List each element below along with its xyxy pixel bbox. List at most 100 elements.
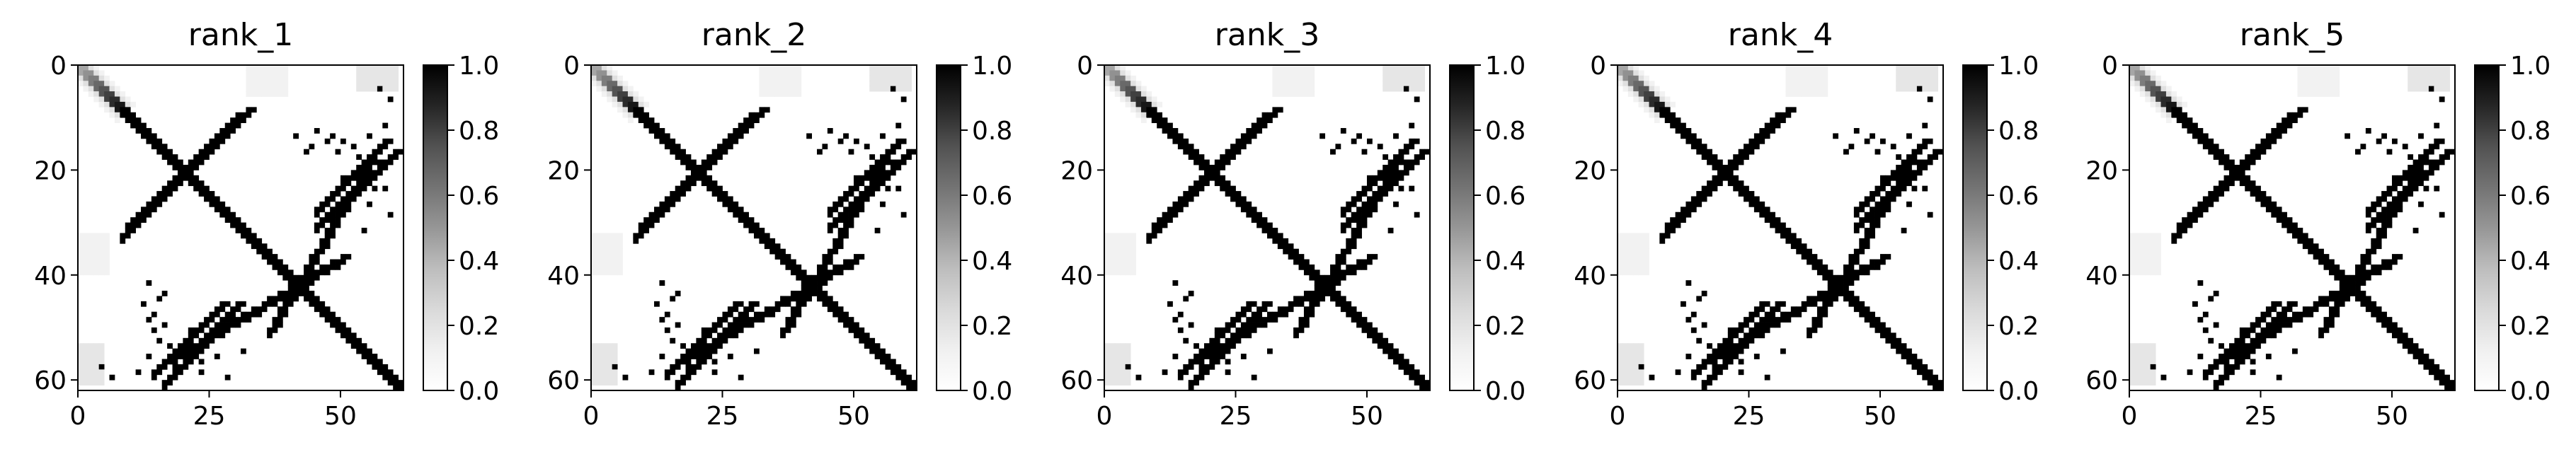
heatmap-cell xyxy=(1298,296,1305,302)
heatmap-cell xyxy=(2145,369,2151,376)
heatmap-cell xyxy=(2365,296,2371,302)
heatmap-cell xyxy=(2323,296,2330,302)
heatmap-cell xyxy=(1733,154,1739,160)
heatmap-cell xyxy=(780,75,786,81)
heatmap-cell xyxy=(1377,191,1383,197)
heatmap-cell xyxy=(1906,180,1912,187)
heatmap-cell xyxy=(612,348,618,354)
heatmap-cell xyxy=(880,70,886,76)
heatmap-cell xyxy=(314,128,320,134)
heatmap-cell xyxy=(906,75,912,81)
heatmap-cell xyxy=(670,364,676,370)
heatmap-cell xyxy=(1283,65,1289,71)
heatmap-cell xyxy=(1393,159,1399,166)
heatmap-cell xyxy=(83,233,89,239)
heatmap-cell xyxy=(643,112,650,118)
heatmap-cell xyxy=(104,254,110,260)
heatmap-cell xyxy=(1785,91,1792,97)
heatmap-cell xyxy=(2228,170,2235,176)
heatmap-cell xyxy=(1183,201,1189,207)
heatmap-cell xyxy=(1770,122,1775,129)
heatmap-cell xyxy=(2355,291,2361,296)
heatmap-cell xyxy=(2219,185,2224,192)
heatmap-cell xyxy=(198,348,205,354)
heatmap-cell xyxy=(88,348,94,354)
heatmap-cell xyxy=(309,274,315,281)
heatmap-cell xyxy=(2139,233,2146,239)
heatmap-cell xyxy=(1214,164,1220,170)
heatmap-cell xyxy=(1351,243,1357,250)
heatmap-cell xyxy=(874,75,881,81)
heatmap-cell xyxy=(2434,70,2440,76)
heatmap-cell xyxy=(1843,274,1849,281)
heatmap-cell xyxy=(2334,65,2340,71)
heatmap-cell xyxy=(361,164,367,170)
heatmap-cell xyxy=(1293,75,1299,81)
heatmap-cell xyxy=(843,311,849,318)
heatmap-cell xyxy=(1225,337,1231,344)
heatmap-cell xyxy=(114,112,120,118)
heatmap-cell xyxy=(2297,112,2303,118)
heatmap-cell xyxy=(151,144,157,150)
heatmap-cell xyxy=(1303,291,1310,296)
heatmap-cell xyxy=(1109,81,1116,87)
heatmap-cell xyxy=(393,385,399,391)
heatmap-cell xyxy=(738,311,744,318)
heatmap-cell xyxy=(1807,248,1812,255)
heatmap-cell xyxy=(664,374,670,381)
heatmap-cell xyxy=(104,259,110,265)
heatmap-cell xyxy=(1859,264,1865,270)
heatmap-cell xyxy=(785,317,791,323)
heatmap-cell xyxy=(324,196,331,202)
heatmap-cell xyxy=(1822,306,1828,313)
heatmap-cell xyxy=(1896,343,1902,349)
heatmap-cell xyxy=(2423,175,2429,181)
heatmap-cell xyxy=(161,291,168,296)
heatmap-cell xyxy=(617,264,623,270)
heatmap-cell xyxy=(2282,217,2287,223)
heatmap-cell xyxy=(335,211,341,218)
heatmap-cell xyxy=(1109,238,1116,244)
heatmap-cell xyxy=(2444,374,2450,381)
heatmap-cell xyxy=(219,211,226,218)
heatmap-cell xyxy=(817,285,823,291)
heatmap-cell xyxy=(1727,327,1734,333)
heatmap-cell xyxy=(272,81,278,87)
heatmap-cell xyxy=(1906,81,1912,87)
heatmap-cell xyxy=(135,369,142,376)
heatmap-cell xyxy=(2187,369,2193,376)
heatmap-cell xyxy=(638,233,644,239)
heatmap-cell xyxy=(161,196,168,202)
heatmap-cell xyxy=(1393,170,1399,176)
heatmap-cell xyxy=(885,185,891,192)
heatmap-cell xyxy=(298,291,304,296)
heatmap-cell xyxy=(2160,86,2167,92)
heatmap-cell xyxy=(2408,348,2414,354)
heatmap-cell xyxy=(796,311,802,318)
heatmap-cell xyxy=(356,191,362,197)
heatmap-cell xyxy=(1649,101,1655,108)
heatmap-cell xyxy=(1261,217,1268,223)
heatmap-cell xyxy=(1193,159,1199,166)
heatmap-cell xyxy=(2408,191,2414,197)
heatmap-cell xyxy=(241,233,246,239)
heatmap-cell xyxy=(1870,233,1875,239)
heatmap-cell xyxy=(591,243,597,250)
heatmap-cell xyxy=(2282,211,2287,218)
heatmap-cell xyxy=(738,322,744,328)
heatmap-cell xyxy=(1916,359,1923,365)
heatmap-cell xyxy=(387,96,394,103)
heatmap-cell xyxy=(2202,374,2209,381)
heatmap-cell xyxy=(591,374,597,381)
heatmap-cell xyxy=(612,374,618,381)
heatmap-cell xyxy=(885,354,891,359)
heatmap-cell xyxy=(1120,364,1126,370)
heatmap-cell xyxy=(93,81,100,87)
heatmap-cell xyxy=(1309,269,1315,276)
heatmap-cell xyxy=(1911,65,1918,71)
heatmap-cell xyxy=(1811,327,1818,333)
heatmap-cell xyxy=(596,86,602,92)
heatmap-cell xyxy=(2139,243,2146,250)
heatmap-cell xyxy=(837,243,844,250)
heatmap-cell xyxy=(2418,164,2424,170)
